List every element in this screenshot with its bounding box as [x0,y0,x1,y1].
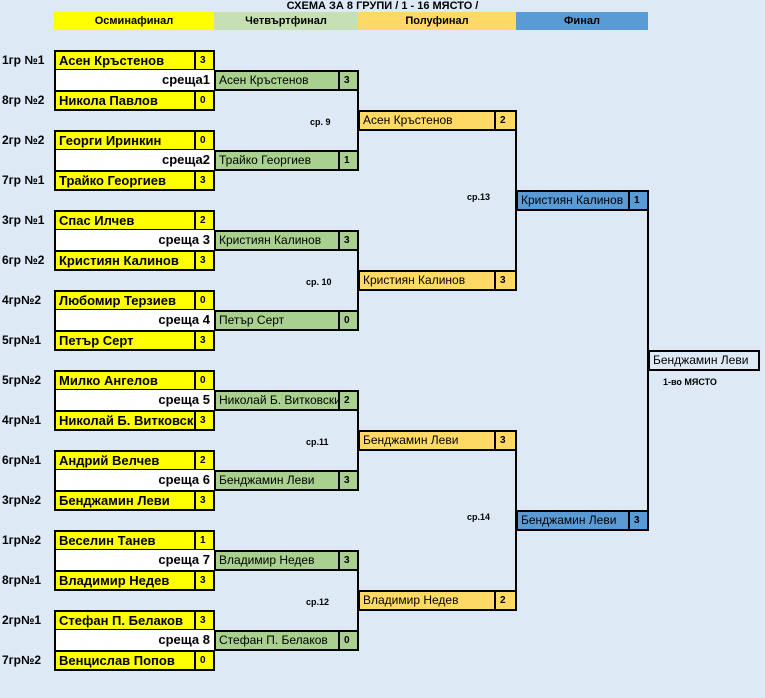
group-label: 3гр №1 [2,213,45,227]
header-1: Четвъртфинал [214,12,358,30]
match-label: среща 4 [54,310,214,330]
player-name[interactable]: Любомир Терзиев [54,290,196,311]
match-label: среща 8 [54,630,214,650]
player-name[interactable]: Венцислав Попов [54,650,196,671]
player-name[interactable]: Владимир Недев [54,570,196,591]
player-name[interactable]: Никола Павлов [54,90,196,111]
semifinal-name[interactable]: Владимир Недев [358,590,496,611]
player-score: 3 [194,170,215,191]
match-label: ср.11 [306,437,329,447]
player-name[interactable]: Асен Кръстенов [54,50,196,71]
group-label: 6гр№1 [2,453,42,467]
group-label: 8гр№1 [2,573,42,587]
player-score: 0 [194,130,215,151]
quarterfinal-score: 1 [338,150,359,171]
group-label: 8гр №2 [2,93,45,107]
quarterfinal-name[interactable]: Владимир Недев [214,550,340,571]
player-score: 3 [194,250,215,271]
quarterfinal-name[interactable]: Асен Кръстенов [214,70,340,91]
player-name[interactable]: Кристиян Калинов [54,250,196,271]
final-score: 1 [628,190,649,211]
group-label: 6гр №2 [2,253,45,267]
quarterfinal-score: 0 [338,630,359,651]
semifinal-score: 3 [494,270,517,291]
quarterfinal-name[interactable]: Бенджамин Леви [214,470,340,491]
quarterfinal-score: 0 [338,310,359,331]
match-label: ср. 9 [310,117,331,127]
quarterfinal-name[interactable]: Николай Б. Витковски [214,390,340,411]
match-label: ср. 10 [306,277,332,287]
quarterfinal-score: 2 [338,390,359,411]
match-label: среща 5 [54,390,214,410]
match-label: ср.13 [467,192,491,202]
group-label: 7гр№2 [2,653,42,667]
semifinal-score: 3 [494,430,517,451]
match-label: среща 7 [54,550,214,570]
group-label: 4гр№2 [2,293,42,307]
player-score: 0 [194,650,215,671]
player-score: 2 [194,450,215,471]
header-2: Полуфинал [358,12,516,30]
player-name[interactable]: Стефан П. Белаков [54,610,196,631]
semifinal-name[interactable]: Бенджамин Леви [358,430,496,451]
semifinal-score: 2 [494,590,517,611]
champion-label: 1-во МЯСТО [663,377,717,387]
final-name[interactable]: Бенджамин Леви [516,510,630,531]
final-score: 3 [628,510,649,531]
player-name[interactable]: Милко Ангелов [54,370,196,391]
player-name[interactable]: Бенджамин Леви [54,490,196,511]
player-score: 2 [194,210,215,231]
quarterfinal-score: 3 [338,470,359,491]
group-label: 5гр№2 [2,373,42,387]
quarterfinal-score: 3 [338,230,359,251]
header-0: Осминафинал [54,12,214,30]
match-label: среща2 [54,150,214,170]
match-label: ср.12 [306,597,330,607]
quarterfinal-score: 3 [338,550,359,571]
player-name[interactable]: Андрий Велчев [54,450,196,471]
quarterfinal-name[interactable]: Стефан П. Белаков [214,630,340,651]
group-label: 2гр №2 [2,133,45,147]
player-score: 0 [194,290,215,311]
group-label: 1гр№2 [2,533,42,547]
player-name[interactable]: Спас Илчев [54,210,196,231]
semifinal-name[interactable]: Кристиян Калинов [358,270,496,291]
final-name[interactable]: Кристиян Калинов [516,190,630,211]
player-score: 3 [194,410,215,431]
group-label: 3гр№2 [2,493,42,507]
group-label: 1гр №1 [2,53,45,67]
semifinal-score: 2 [494,110,517,131]
player-score: 3 [194,50,215,71]
player-score: 0 [194,370,215,391]
match-label: ср.14 [467,512,491,522]
player-score: 1 [194,530,215,551]
player-score: 3 [194,610,215,631]
player-score: 3 [194,490,215,511]
player-name[interactable]: Трайко Георгиев [54,170,196,191]
header-3: Финал [516,12,648,30]
match-label: среща 6 [54,470,214,490]
quarterfinal-name[interactable]: Трайко Георгиев [214,150,340,171]
match-label: среща 3 [54,230,214,250]
quarterfinal-name[interactable]: Петър Серт [214,310,340,331]
player-name[interactable]: Петър Серт [54,330,196,351]
group-label: 5гр№1 [2,333,42,347]
group-label: 4гр№1 [2,413,42,427]
semifinal-name[interactable]: Асен Кръстенов [358,110,496,131]
player-score: 3 [194,570,215,591]
player-score: 0 [194,90,215,111]
player-name[interactable]: Георги Иринкин [54,130,196,151]
sheet-title: СХЕМА ЗА 8 ГРУПИ / 1 - 16 МЯСТО / [286,0,479,12]
match-label: среща1 [54,70,214,90]
player-name[interactable]: Николай Б. Витковски [54,410,196,431]
player-name[interactable]: Веселин Танев [54,530,196,551]
champion-name[interactable]: Бенджамин Леви [648,350,760,371]
group-label: 7гр №1 [2,173,45,187]
player-score: 3 [194,330,215,351]
quarterfinal-name[interactable]: Кристиян Калинов [214,230,340,251]
quarterfinal-score: 3 [338,70,359,91]
group-label: 2гр№1 [2,613,42,627]
